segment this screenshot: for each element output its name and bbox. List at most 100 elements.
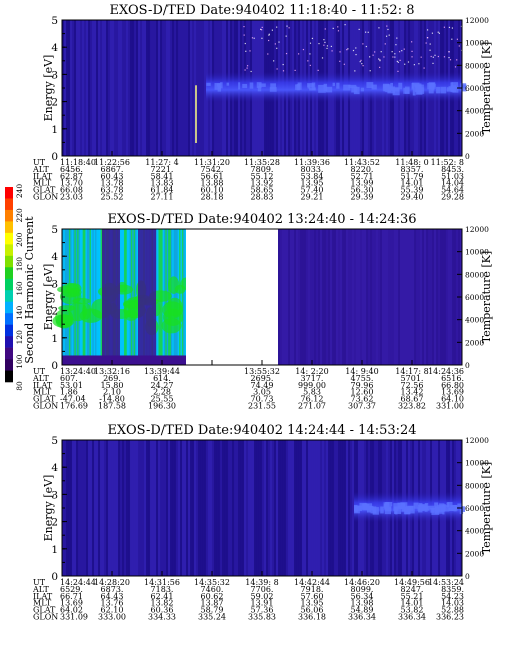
spectrogram-strip — [324, 440, 327, 576]
band-texture — [206, 82, 211, 86]
spectrogram-strip — [72, 440, 75, 576]
table-cell: 13.98 — [351, 599, 374, 608]
colorbar-segment — [5, 267, 13, 280]
noise-dot — [413, 64, 415, 66]
spectrogram-strip — [108, 440, 111, 576]
spectrogram-strip — [288, 440, 291, 576]
panel-title: EXOS-D/TED Date:940402 13:24:40 - 14:24:… — [107, 212, 416, 227]
noise-dot — [339, 60, 341, 62]
table-cell: 55.12 — [251, 172, 274, 181]
noise-dot — [391, 51, 393, 53]
band-texture — [448, 507, 454, 511]
noise-dot — [359, 61, 361, 63]
spectrogram-strip — [244, 440, 247, 576]
noise-dot — [420, 56, 422, 58]
data-gap — [186, 229, 278, 365]
table-cell: 27.11 — [151, 193, 174, 202]
spectrogram-strip — [222, 440, 225, 576]
plasma-strip — [100, 229, 103, 365]
y2tick-label: 10000 — [465, 39, 489, 48]
table-cell: 60.43 — [101, 172, 124, 181]
table-cell: 11:43:52 — [344, 158, 380, 167]
band-texture — [238, 82, 241, 90]
spectrogram-strip — [96, 20, 99, 156]
spectrogram-strip — [204, 440, 207, 576]
y2tick-label: 4000 — [465, 107, 484, 116]
band-texture — [318, 84, 326, 93]
spectrogram-strip — [92, 440, 95, 576]
plasma-strip — [126, 229, 129, 365]
noise-dot — [286, 25, 288, 27]
noise-dot — [411, 50, 413, 53]
spectrogram-strip — [132, 440, 135, 576]
table-cell: 54.89 — [351, 606, 374, 615]
spectrogram-strip — [158, 20, 161, 156]
spectrogram-strip — [188, 440, 191, 576]
spectrogram-strip — [252, 440, 255, 576]
spectrogram-strip — [102, 440, 105, 576]
table-cell: 336.18 — [298, 613, 326, 622]
y2tick-label: 0 — [465, 361, 470, 370]
spectrogram-strip — [320, 440, 323, 576]
table-cell: 54.64 — [441, 186, 464, 195]
spectrogram-strip — [72, 20, 75, 156]
noise-dot — [460, 25, 463, 27]
noise-dot — [317, 69, 319, 71]
plasma-strip — [85, 229, 88, 365]
y2-axis-label: Temperature [K] — [480, 462, 493, 554]
spectrogram-strip — [332, 440, 335, 576]
spectrogram-strip — [144, 440, 147, 576]
spectrogram-strip — [232, 440, 235, 576]
spectrogram-strip — [304, 440, 307, 576]
spectrogram-strip — [136, 440, 139, 576]
table-cell: 335.83 — [248, 613, 276, 622]
spectrogram-strip — [126, 20, 129, 156]
band-texture — [400, 502, 408, 510]
table-cell: 62.87 — [60, 172, 83, 181]
noise-dot — [245, 50, 247, 52]
colorbar-segment — [5, 278, 13, 291]
noise-dot — [429, 49, 431, 51]
table-cell: 6867. — [101, 165, 124, 174]
y2tick-label: 4000 — [465, 316, 484, 325]
table-cell: 29.40 — [401, 193, 424, 202]
band-texture — [454, 505, 457, 511]
noise-dot — [251, 37, 254, 39]
plasma-strip — [174, 229, 177, 365]
colorbar-tick: 80 — [15, 381, 24, 391]
band-texture — [257, 86, 262, 92]
table-cell: 333.00 — [98, 613, 126, 622]
table-cell: 614. — [153, 374, 171, 383]
table-row-label: GLAT — [33, 395, 56, 404]
ytick-label: 0 — [51, 571, 58, 583]
band-texture — [353, 86, 360, 95]
noise-dot — [273, 60, 275, 62]
band-texture — [385, 502, 393, 507]
spectrogram-strip — [308, 440, 311, 576]
spectrogram-strip — [170, 20, 173, 156]
band-texture — [392, 87, 400, 92]
spectrogram-strip — [190, 440, 193, 576]
spectrogram-strip — [82, 440, 85, 576]
panel-1: EXOS-D/TED Date:940402 11:18:40 - 11:52:… — [32, 3, 493, 202]
noise-dot — [332, 27, 334, 29]
band-texture — [371, 84, 377, 90]
table-cell: 52.88 — [441, 606, 464, 615]
table-cell: 14:28:20 — [94, 578, 130, 587]
table-cell: 72.56 — [401, 381, 424, 390]
table-cell: 56.30 — [351, 186, 374, 195]
table-cell: 13.95 — [301, 599, 324, 608]
noise-dot — [395, 44, 397, 46]
noise-dot — [418, 63, 420, 65]
spectrogram-strip — [276, 440, 279, 576]
spectrogram-strip — [310, 440, 313, 576]
ytick-label: 4 — [51, 42, 58, 54]
band-texture — [427, 82, 435, 90]
band-texture — [431, 507, 440, 515]
spectrogram-strip — [180, 20, 183, 156]
noise-dot — [386, 25, 388, 27]
table-cell: 13.88 — [201, 179, 224, 188]
spectrogram-strip — [106, 440, 109, 576]
spectrogram-strip — [98, 20, 101, 156]
noise-dot — [323, 44, 325, 46]
